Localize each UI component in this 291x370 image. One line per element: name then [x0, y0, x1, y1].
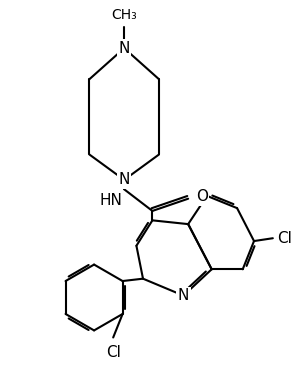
Text: Cl: Cl — [106, 345, 121, 360]
Text: CH₃: CH₃ — [111, 8, 137, 22]
Text: N: N — [178, 288, 189, 303]
Text: Cl: Cl — [278, 231, 291, 246]
Text: N: N — [118, 41, 130, 56]
Text: O: O — [196, 189, 208, 204]
Text: HN: HN — [100, 193, 123, 208]
Text: N: N — [118, 172, 130, 187]
